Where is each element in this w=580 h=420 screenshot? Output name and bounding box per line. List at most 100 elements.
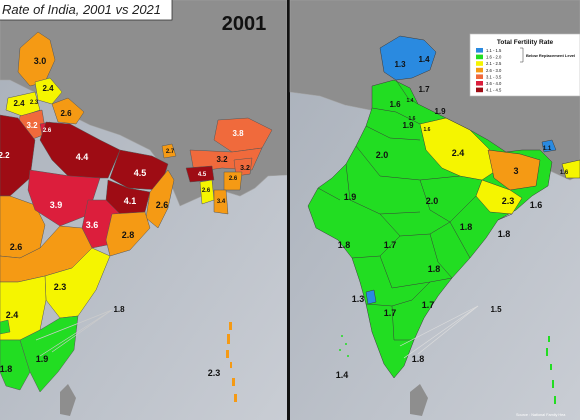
map-label: 1.8 bbox=[113, 305, 125, 314]
legend-label: 4.1 - 4.5 bbox=[486, 88, 502, 93]
legend-bracket-label: Below Replacement Level bbox=[526, 53, 575, 58]
title-box: Rate of India, 2001 vs 2021 bbox=[0, 0, 173, 21]
sri-lanka-right bbox=[410, 384, 428, 416]
legend-swatch bbox=[476, 61, 483, 66]
state-tn-left bbox=[19, 315, 79, 393]
map-label: 3.4 bbox=[217, 199, 226, 205]
map-2001-panel: 3.0 2.4 2.4 2.3 2.6 3.2 2.6 2.2 4.4 4.5 … bbox=[0, 0, 288, 420]
state-br-right bbox=[487, 149, 541, 191]
map-label: 1.9 bbox=[434, 107, 446, 116]
map-label: 3.0 bbox=[34, 56, 47, 66]
map-label: 2.4 bbox=[42, 84, 54, 93]
legend-label: 1.6 - 2.0 bbox=[486, 55, 502, 60]
legend-label: 2.6 - 3.0 bbox=[486, 68, 502, 73]
map-label: 2.0 bbox=[376, 150, 389, 160]
map-label: 1.6 bbox=[530, 200, 543, 210]
leader-lines-left bbox=[35, 309, 113, 357]
state-sk-left bbox=[161, 143, 177, 159]
map-label: 1.6 bbox=[560, 170, 569, 176]
state-jk-right bbox=[379, 35, 437, 81]
panel-divider bbox=[287, 0, 290, 420]
map-label: 2.4 bbox=[452, 148, 465, 158]
legend-swatch bbox=[476, 87, 483, 93]
map-label: 2.3 bbox=[54, 282, 67, 292]
state-sk-right bbox=[541, 139, 557, 153]
map-label: 1.8 bbox=[498, 229, 511, 239]
state-jk-left bbox=[17, 31, 56, 87]
map-label: 1.7 bbox=[422, 300, 435, 310]
map-label: 1.6 bbox=[389, 100, 401, 109]
state-up-right bbox=[419, 117, 501, 181]
map-label: 2.6 bbox=[60, 109, 72, 118]
map-label: 4.1 bbox=[124, 196, 137, 206]
map-label: 1.9 bbox=[402, 121, 414, 130]
map-label: 2.6 bbox=[156, 200, 169, 210]
year-heading-2001: 2001 bbox=[222, 13, 267, 35]
state-hp-left bbox=[34, 77, 63, 105]
map-label: 2.3 bbox=[208, 368, 221, 378]
state-ml-right bbox=[561, 159, 580, 179]
map-label: 4.5 bbox=[134, 168, 147, 178]
state-goa-left bbox=[0, 319, 11, 335]
map-label: 2.2 bbox=[0, 151, 10, 160]
map-label: 1.3 bbox=[352, 294, 365, 304]
map-label: 1.6 bbox=[409, 116, 416, 122]
state-borders-right bbox=[317, 79, 513, 341]
map-label: 1.8 bbox=[412, 354, 425, 364]
andaman-islands-right bbox=[546, 336, 556, 404]
figure-title: Rate of India, 2001 vs 2021 bbox=[2, 2, 161, 17]
map-label: 2.6 bbox=[43, 128, 52, 134]
state-goa-right bbox=[365, 289, 377, 305]
legend-label: 3.6 - 4.0 bbox=[486, 81, 502, 86]
sri-lanka-left bbox=[60, 384, 76, 416]
state-up-left bbox=[39, 121, 121, 179]
andaman-islands-left bbox=[226, 322, 237, 402]
map-label: 1.8 bbox=[428, 264, 441, 274]
map-label: 2.6 bbox=[10, 242, 23, 252]
map-label: 1.4 bbox=[336, 370, 349, 380]
map-label: 3.2 bbox=[240, 165, 250, 172]
legend: Total Fertility Rate 1.1 - 1.5 1.6 - 2.0 2… bbox=[469, 33, 580, 97]
map-label: 3.6 bbox=[86, 220, 99, 230]
map-label: 1.4 bbox=[418, 55, 430, 64]
legend-items: 1.1 - 1.5 1.6 - 2.02.1 - 2.5 2.6 - 3.03.1 … bbox=[476, 48, 502, 93]
lakshadweep-right bbox=[339, 335, 349, 357]
legend-swatch bbox=[476, 67, 483, 73]
legend-bracket bbox=[520, 47, 524, 63]
leader-lines-right bbox=[399, 305, 479, 359]
legend-swatch bbox=[476, 54, 483, 60]
state-uk-left bbox=[51, 97, 85, 125]
map-label: 2.7 bbox=[166, 149, 175, 155]
state-od-left bbox=[105, 211, 151, 257]
map-label: 2.8 bbox=[122, 230, 135, 240]
map-label: 1.8 bbox=[0, 364, 12, 374]
map-label: 1.4 bbox=[407, 98, 414, 104]
map-label: 1.7 bbox=[384, 308, 397, 318]
map-label: 3.8 bbox=[232, 129, 244, 138]
map-label: 1.9 bbox=[344, 192, 357, 202]
legend-swatch bbox=[476, 74, 483, 79]
state-ap-left bbox=[44, 247, 111, 319]
legend-label: 1.1 - 1.5 bbox=[486, 48, 502, 53]
map-label: 1.7 bbox=[418, 85, 430, 94]
state-mp-left bbox=[27, 169, 101, 227]
state-mn-left bbox=[223, 171, 243, 191]
map-2021-panel: 1.3 1.4 1.7 1.6 1.4 1.6 1.9 1.9 1.6 2.0 … bbox=[289, 0, 580, 420]
map-label: 1.8 bbox=[338, 240, 351, 250]
map-label: 4.5 bbox=[198, 172, 207, 178]
map-label: 1.9 bbox=[36, 354, 49, 364]
map-label: 3.9 bbox=[50, 200, 63, 210]
map-label: 2.6 bbox=[202, 188, 211, 194]
map-label: 2.4 bbox=[6, 310, 19, 320]
map-label: 3.2 bbox=[216, 155, 228, 164]
map-label: 4.4 bbox=[76, 152, 89, 162]
map-label: 2.6 bbox=[229, 176, 238, 182]
legend-title: Total Fertility Rate bbox=[497, 39, 554, 46]
map-label: 1.3 bbox=[394, 60, 406, 69]
map-label: 1.1 bbox=[543, 146, 552, 152]
legend-swatch bbox=[476, 81, 483, 86]
map-label: 1.8 bbox=[460, 222, 473, 232]
legend-label: 3.1 - 3.5 bbox=[486, 74, 502, 79]
map-label: 2.3 bbox=[502, 196, 515, 206]
